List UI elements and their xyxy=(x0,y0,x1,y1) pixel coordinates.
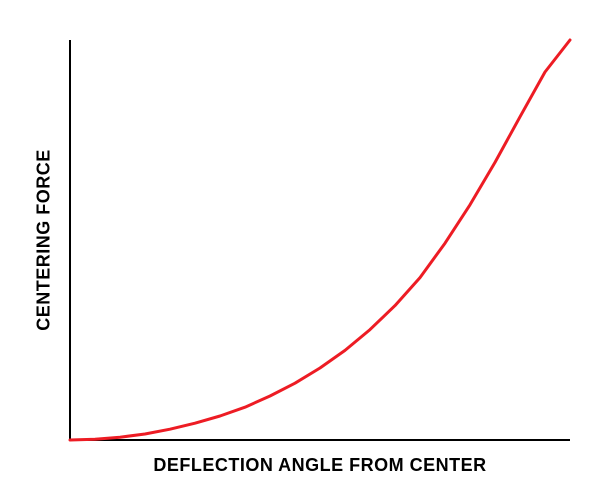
force-curve-chart: CENTERING FORCE DEFLECTION ANGLE FROM CE… xyxy=(0,0,600,500)
y-axis-label: CENTERING FORCE xyxy=(34,149,55,331)
chart-svg xyxy=(0,0,600,500)
x-axis-label: DEFLECTION ANGLE FROM CENTER xyxy=(153,455,486,476)
force-curve xyxy=(70,40,570,440)
